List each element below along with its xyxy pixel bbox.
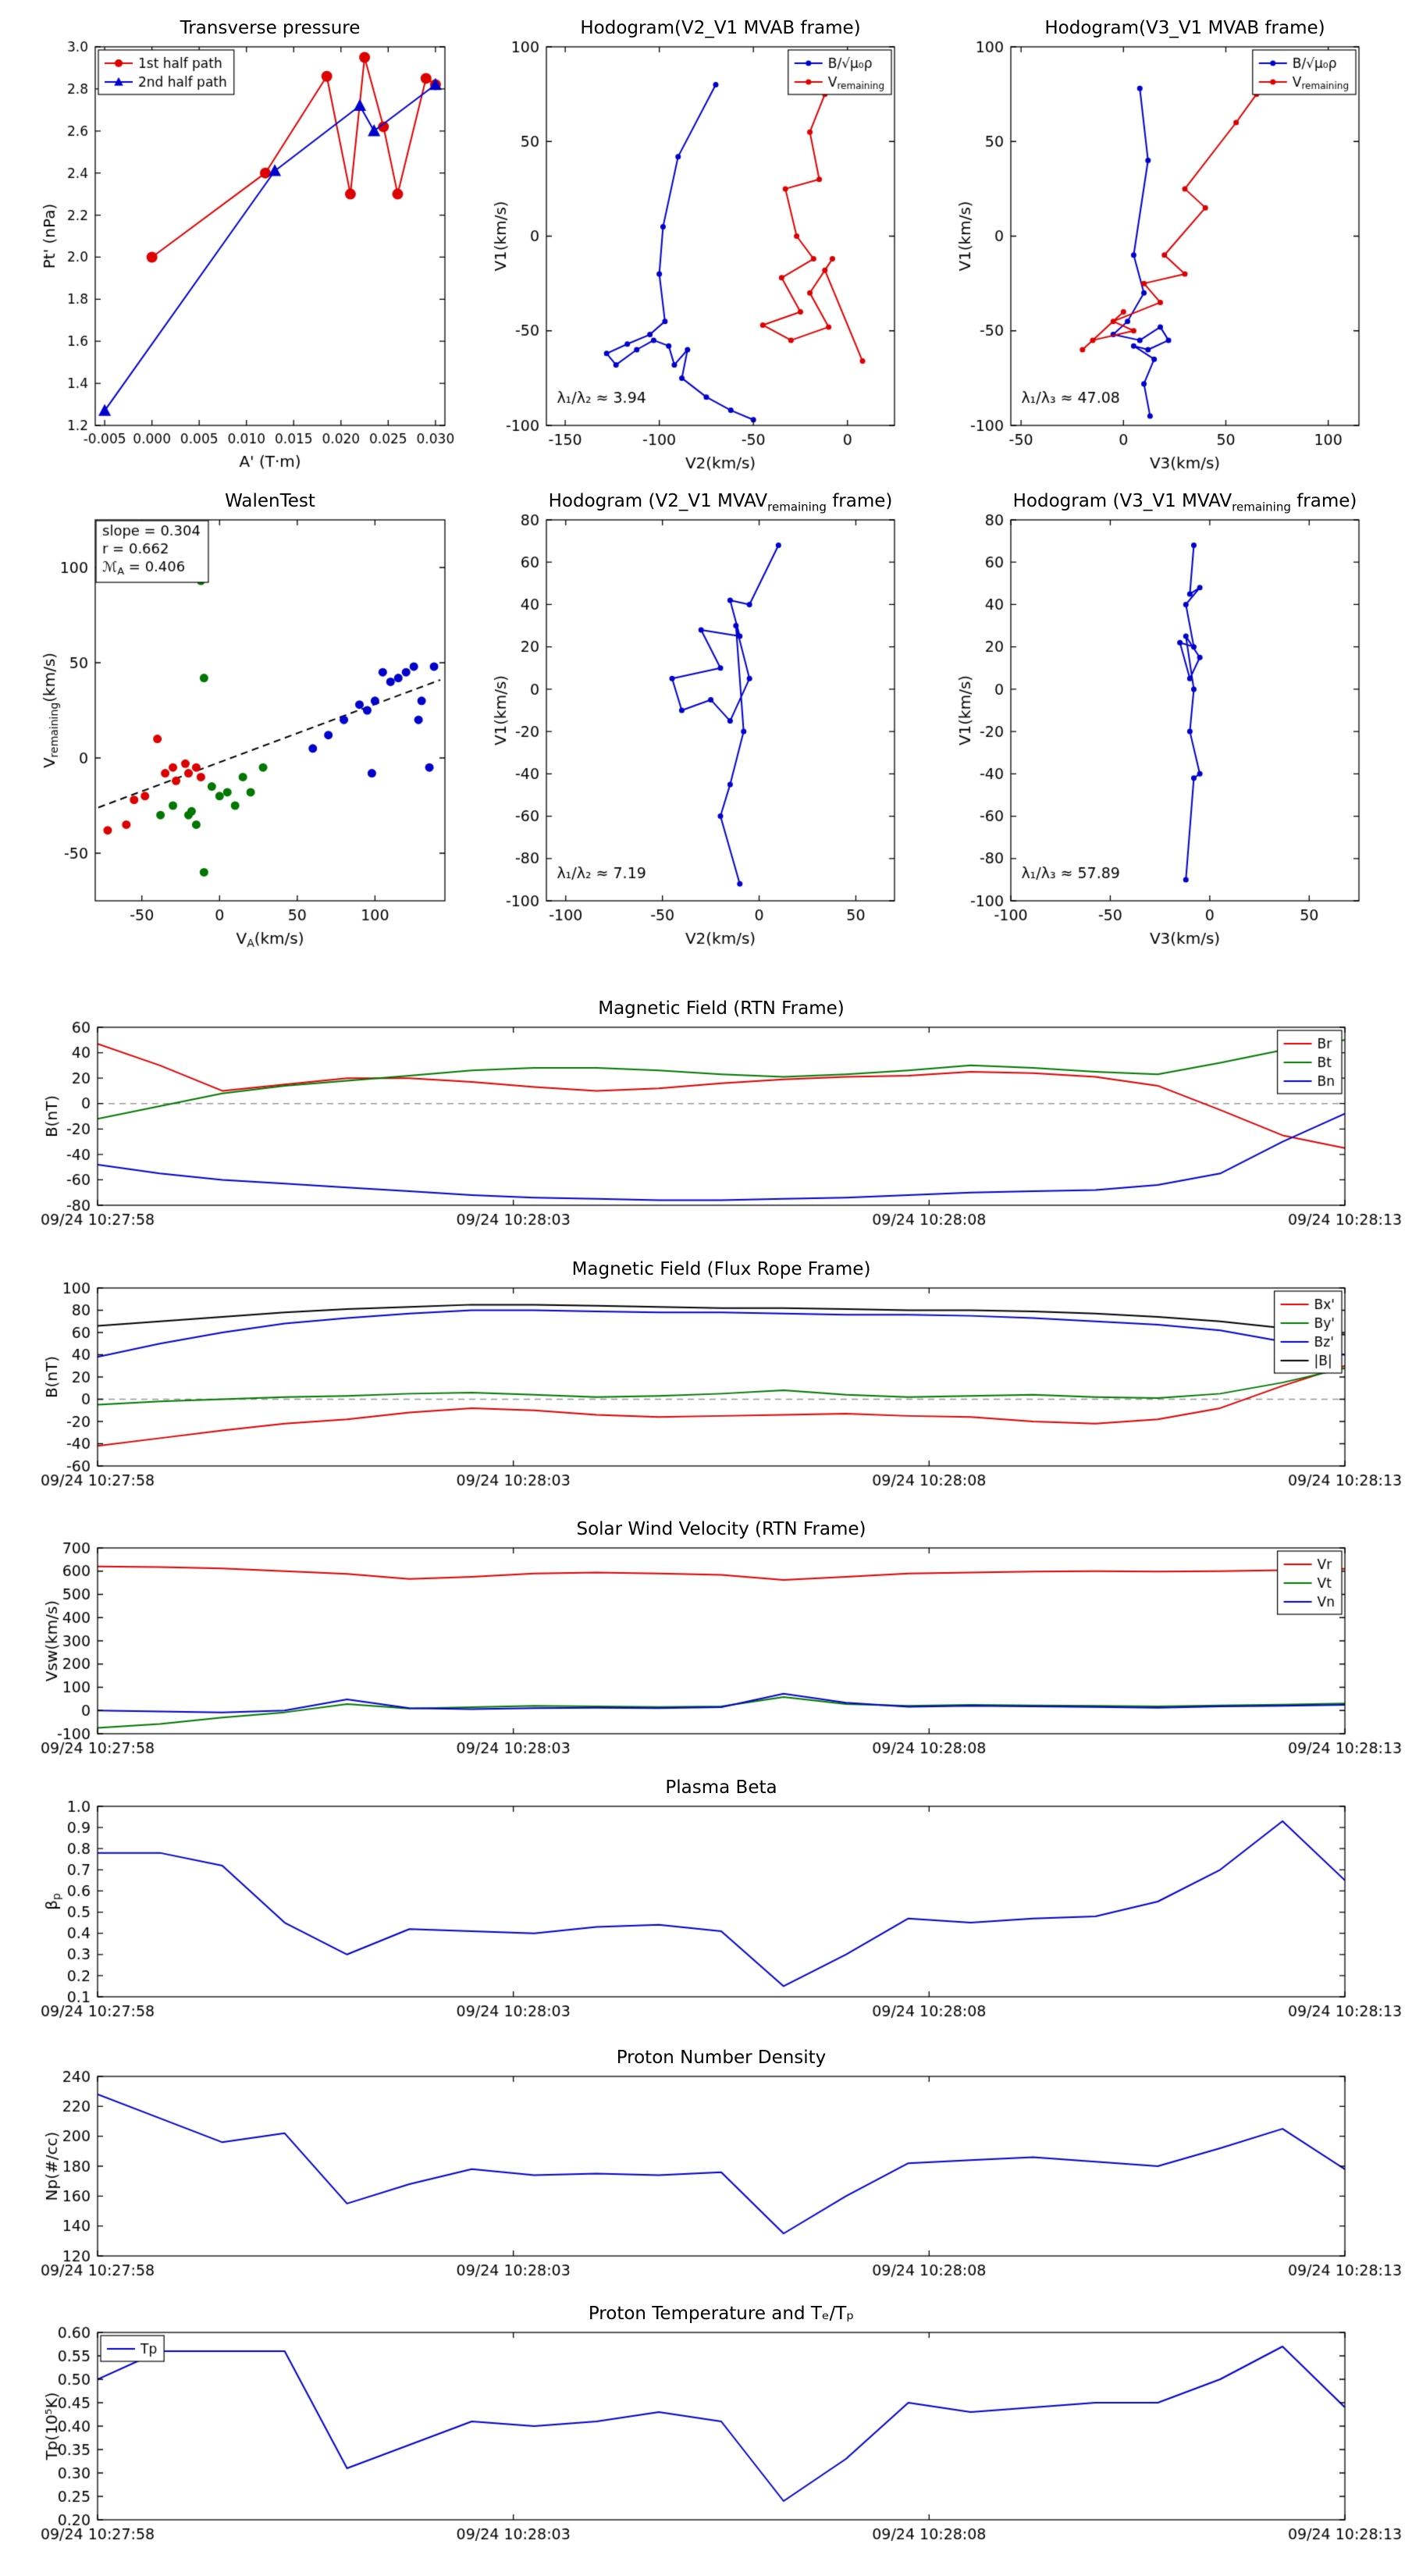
panel-hodogram-v3v1-mvav: Hodogram (V3_V1 MVAVremaining frame) [939, 490, 1375, 949]
magnetic-field-flux-rope-chart [23, 1282, 1405, 1507]
panel-hodogram-v2v1-mvav: Hodogram (V2_V1 MVAVremaining frame) [475, 490, 910, 949]
proton-number-density-chart [23, 2070, 1405, 2297]
panel-solar-wind-velocity: Solar Wind Velocity (RTN Frame) [23, 1518, 1405, 1774]
hodogram-v3v1-mvav-chart [939, 514, 1375, 949]
chart-title: WalenTest [225, 491, 315, 511]
chart-title: Magnetic Field (RTN Frame) [598, 998, 845, 1019]
proton-temperature-chart [23, 2326, 1405, 2560]
panel-magnetic-field-flux-rope: Magnetic Field (Flux Rope Frame) [23, 1258, 1405, 1507]
chart-title: Hodogram(V3_V1 MVAB frame) [1044, 18, 1325, 38]
panel-hodogram-v3v1-mvab: Hodogram(V3_V1 MVAB frame) [939, 17, 1375, 474]
chart-title: Hodogram (V3_V1 MVAVremaining frame) [1012, 491, 1357, 514]
panel-proton-temperature: Proton Temperature and Tₑ/Tₚ [23, 2303, 1405, 2560]
chart-title: Hodogram (V2_V1 MVAVremaining frame) [548, 491, 893, 514]
panel-hodogram-v2v1-mvab: Hodogram(V2_V1 MVAB frame) [475, 17, 910, 474]
hodogram-v2v1-mvab-chart [475, 41, 910, 474]
chart-title: Magnetic Field (Flux Rope Frame) [571, 1259, 871, 1279]
magnetic-field-rtn-chart [23, 1021, 1405, 1246]
plasma-beta-chart [23, 1800, 1405, 2037]
hodogram-v3v1-mvab-chart [939, 41, 1375, 474]
panel-transverse-pressure: Transverse pressure [23, 17, 461, 474]
chart-title: Proton Number Density [616, 2048, 827, 2068]
panel-proton-number-density: Proton Number Density [23, 2047, 1405, 2297]
panel-magnetic-field-rtn: Magnetic Field (RTN Frame) [23, 998, 1405, 1246]
solar-wind-velocity-chart [23, 1542, 1405, 1774]
chart-title: Hodogram(V2_V1 MVAB frame) [580, 18, 861, 38]
chart-title: Plasma Beta [665, 1777, 777, 1798]
chart-title: Proton Temperature and Tₑ/Tₚ [588, 2304, 855, 2324]
transverse-pressure-chart [23, 41, 461, 474]
chart-title: Solar Wind Velocity (RTN Frame) [576, 1519, 866, 1539]
hodogram-v2v1-mvav-chart [475, 514, 910, 949]
chart-title: Transverse pressure [180, 18, 361, 38]
panel-plasma-beta: Plasma Beta [23, 1777, 1405, 2037]
panel-walen-test: WalenTest [23, 490, 461, 949]
walen-test-chart [23, 514, 461, 949]
